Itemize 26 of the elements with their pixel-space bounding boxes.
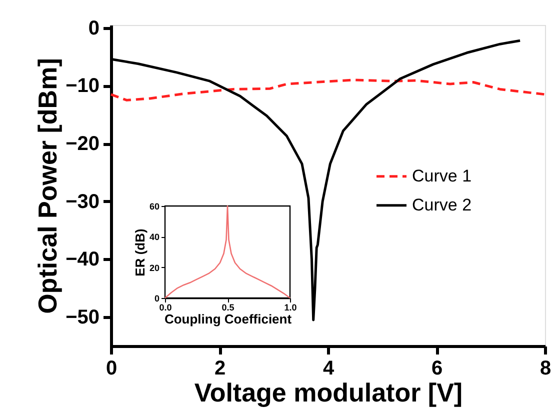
- y-tick-label: 60: [149, 202, 160, 212]
- y-tick-label: −10: [66, 75, 100, 98]
- y-tick-label: −20: [66, 133, 100, 156]
- x-tick-label: 0.5: [222, 302, 234, 312]
- legend-label: Curve 1: [412, 166, 472, 186]
- x-tick-label: 0: [106, 358, 118, 380]
- legend-label: Curve 2: [412, 195, 472, 214]
- y-tick-label: −30: [66, 190, 100, 213]
- x-axis-title: Coupling Coefficient: [164, 312, 292, 326]
- y-tick-label: −40: [66, 248, 100, 271]
- x-tick-label: 6: [431, 358, 443, 380]
- y-axis-title: ER (dB): [132, 228, 148, 276]
- y-tick-label: 40: [149, 232, 160, 242]
- line-series: [164, 205, 291, 299]
- x-tick-label: 0.0: [159, 302, 172, 312]
- line-series: [110, 78, 546, 102]
- x-axis-title: Voltage modulator [V]: [194, 378, 463, 408]
- y-tick-label: 20: [149, 262, 160, 273]
- y-tick-label: 0: [154, 294, 160, 304]
- y-tick-label: −50: [66, 306, 100, 329]
- y-axis-title: Optical Power [dBm]: [32, 58, 63, 314]
- x-tick-label: 1.0: [284, 302, 297, 312]
- x-tick-label: 8: [540, 358, 552, 380]
- x-tick-label: 4: [322, 358, 335, 380]
- y-tick-label: 0: [88, 17, 100, 40]
- x-tick-label: 2: [214, 358, 226, 380]
